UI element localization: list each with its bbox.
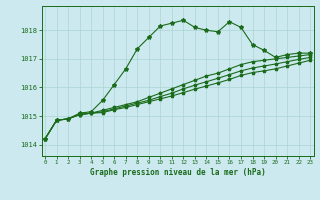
X-axis label: Graphe pression niveau de la mer (hPa): Graphe pression niveau de la mer (hPa) (90, 168, 266, 177)
